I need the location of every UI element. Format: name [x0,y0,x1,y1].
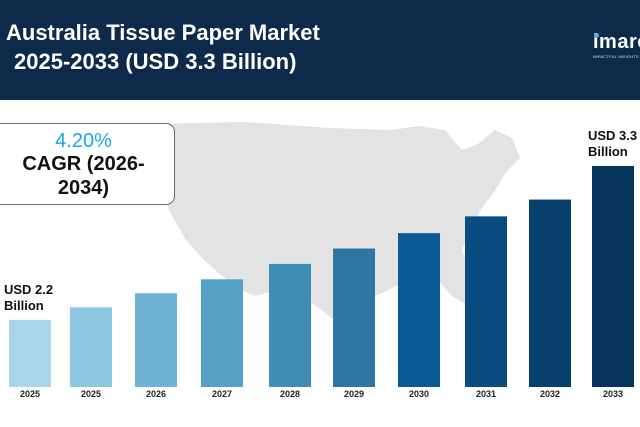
x-tick-label: 2025 [81,389,101,399]
bar-2032-8 [529,199,571,387]
brand-logo: imarc IMPACTFUL INSIGHTS [593,32,640,62]
x-tick-label: 2032 [540,389,560,399]
x-tick-label: 2029 [344,389,364,399]
logo-dot-icon [594,33,599,38]
header-banner: Australia Tissue Paper Market 2025-2033 … [0,0,640,100]
bar-2029-5 [333,248,375,387]
value-annotation-9-line-1: USD 3.3 [588,128,637,143]
cagr-value: 4.20% [55,130,112,152]
chart-area: 2025 2025 2026 2027 2028 2029 2030 2031 2032 2033… [0,100,640,427]
bar-2025-0 [9,319,51,387]
logo-wordmark: imarc [593,32,640,53]
value-annotation-0-line-1: USD 2.2 [4,282,53,297]
title-line-2: 2025-2033 (USD 3.3 Billion) [14,49,297,74]
x-tick-labels: 2025 2025 2026 2027 2028 2029 2030 2031 2032 2033 [20,389,623,399]
bars-group [9,166,634,387]
x-tick-label: 2030 [409,389,429,399]
x-tick-label: 2026 [146,389,166,399]
chart-title: Australia Tissue Paper Market 2025-2033 … [6,18,320,76]
bar-chart: 2025 2025 2026 2027 2028 2029 2030 2031 2032 2033… [4,122,637,399]
x-tick-label: 2027 [212,389,232,399]
x-tick-label: 2028 [280,389,300,399]
x-tick-label: 2033 [603,389,623,399]
bar-2033-9 [592,166,634,387]
cagr-label: CAGR (2026-2034) [22,153,145,199]
value-annotation-9-line-2: Billion [588,144,628,159]
bar-2028-4 [269,263,311,387]
x-tick-label: 2031 [476,389,496,399]
bar-2030-6 [398,233,440,387]
bar-2031-7 [465,216,507,387]
x-tick-label: 2025 [20,389,40,399]
bar-2026-2 [135,293,177,387]
logo-tagline: IMPACTFUL INSIGHTS [593,54,639,59]
value-annotation-0-line-2: Billion [4,298,44,313]
cagr-callout: 4.20% CAGR (2026-2034) [0,123,175,205]
bar-2025-1 [70,307,112,387]
title-line-1: Australia Tissue Paper Market [6,20,320,45]
bar-2027-3 [201,279,243,387]
